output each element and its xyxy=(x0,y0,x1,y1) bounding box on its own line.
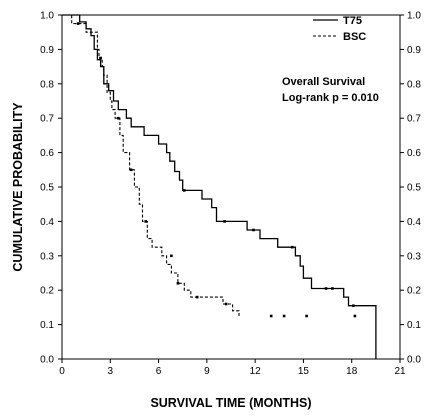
y-tick-label-left: 0.5 xyxy=(40,183,54,194)
y-tick-label-left: 0.1 xyxy=(40,320,54,331)
legend-t75-label: T75 xyxy=(343,15,362,27)
censor-marks xyxy=(76,22,357,318)
y-tick-label-left: 0.8 xyxy=(40,79,54,90)
y-tick-label-right: 0.1 xyxy=(407,320,421,331)
y-tick-label-right: 0.7 xyxy=(407,114,421,125)
censor-mark-bsc xyxy=(144,220,147,223)
censor-mark-bsc xyxy=(129,168,133,172)
legend-bsc-label: BSC xyxy=(343,31,366,43)
x-tick-label: 3 xyxy=(108,366,114,377)
annotation-title: Overall Survival xyxy=(282,76,365,88)
x-axis-title: SURVIVAL TIME (MONTHS) xyxy=(150,396,311,410)
y-tick-label-right: 0.9 xyxy=(407,45,421,56)
censor-mark-t75 xyxy=(331,287,334,290)
censor-mark-t75 xyxy=(290,245,294,249)
x-tick-label: 15 xyxy=(298,366,310,377)
censor-mark-bsc xyxy=(170,254,173,258)
plot-border xyxy=(61,14,401,360)
y-tick-label-right: 0.0 xyxy=(407,355,421,366)
censor-mark-t75 xyxy=(324,287,328,290)
censor-mark-t75 xyxy=(183,189,186,192)
axis-ticks: 0 3 6 9 12 15 18 210.0 0.00.1 0.10.2 0.20.3 0.30.4 0… xyxy=(40,11,421,378)
y-tick-label-right: 0.8 xyxy=(407,79,421,90)
y-tick-label-left: 0.3 xyxy=(40,251,54,262)
censor-mark-bsc xyxy=(353,314,357,318)
y-tick-label-left: 1.0 xyxy=(40,11,54,22)
censor-mark-t75 xyxy=(352,304,355,307)
censor-mark-bsc xyxy=(305,314,308,318)
censor-mark-t75 xyxy=(223,220,226,223)
censor-mark-t75 xyxy=(252,228,255,232)
y-tick-label-left: 0.4 xyxy=(40,217,54,228)
x-tick-label: 0 xyxy=(59,366,65,377)
censor-mark-bsc xyxy=(269,314,273,318)
censor-mark-bsc xyxy=(99,56,102,60)
x-tick-label: 12 xyxy=(250,366,262,377)
legend: T75 BSC xyxy=(313,15,366,43)
x-tick-label: 9 xyxy=(204,366,210,377)
y-tick-label-left: 0.6 xyxy=(40,148,54,159)
y-axis-title: CUMULATIVE PROBABILITY xyxy=(11,102,25,272)
y-tick-label-left: 0.7 xyxy=(40,114,54,125)
y-tick-label-right: 1.0 xyxy=(407,11,421,22)
censor-mark-bsc xyxy=(117,116,120,120)
censor-mark-bsc xyxy=(224,302,228,306)
y-tick-label-left: 0.9 xyxy=(40,45,54,56)
y-tick-label-right: 0.4 xyxy=(407,217,421,228)
y-tick-label-left: 0.2 xyxy=(40,286,54,297)
x-tick-label: 18 xyxy=(346,366,358,377)
y-tick-label-right: 0.6 xyxy=(407,148,421,159)
y-tick-label-right: 0.2 xyxy=(407,286,421,297)
series-bsc-line xyxy=(62,14,240,316)
y-tick-label-right: 0.5 xyxy=(407,183,421,194)
censor-mark-bsc xyxy=(76,22,80,25)
y-tick-label-right: 0.3 xyxy=(407,251,421,262)
series-lines xyxy=(62,14,377,359)
x-tick-label: 6 xyxy=(156,366,162,377)
censor-mark-bsc xyxy=(176,282,180,285)
censor-mark-bsc xyxy=(195,295,199,299)
y-tick-label-left: 0.0 xyxy=(40,355,54,366)
series-t75-line xyxy=(62,14,377,359)
plot-frame xyxy=(61,14,401,360)
annotation-pvalue: Log-rank p = 0.010 xyxy=(282,92,379,104)
censor-mark-bsc xyxy=(282,314,286,318)
x-tick-label: 21 xyxy=(394,366,406,377)
